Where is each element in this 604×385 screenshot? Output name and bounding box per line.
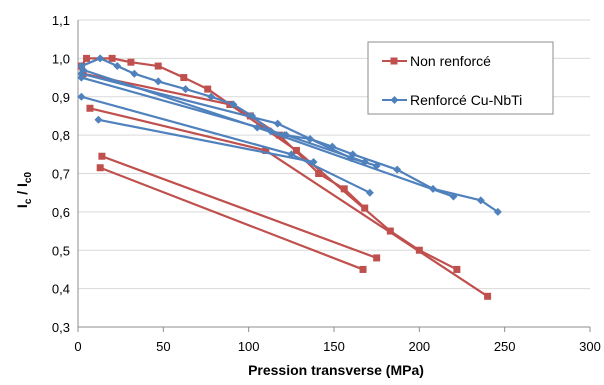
non-renforce-point: [108, 54, 116, 62]
legend: Non renforcé Renforcé Cu-NbTi: [367, 41, 554, 115]
renforce-point: [207, 92, 216, 101]
non-renforce-point: [373, 254, 381, 262]
non-renforce-line: [99, 166, 364, 271]
renforce-point: [229, 100, 238, 109]
series-non-renforce: [77, 54, 492, 300]
non-renforce-point: [98, 152, 106, 160]
y-tick-label: 0,4: [52, 282, 70, 297]
non-renforce-point: [154, 62, 162, 70]
non-renforce-point: [315, 170, 323, 177]
x-axis-title: Pression transverse (MPa): [248, 362, 424, 378]
renforce-point: [77, 73, 86, 82]
non-renforce-point: [204, 85, 212, 93]
renforce-point: [476, 196, 485, 205]
y-axis-title: Ic / Ic0: [14, 171, 34, 208]
y-tick-label: 1,1: [52, 13, 70, 28]
x-tick-label: 300: [579, 339, 601, 354]
non-renforce-point: [484, 292, 492, 300]
x-tick-label: 150: [323, 339, 345, 354]
renforce-point: [253, 123, 262, 132]
legend-box: [367, 41, 554, 115]
legend-label-non-renforce: Non renforcé: [410, 53, 491, 69]
renforce-point: [96, 54, 105, 63]
y-tick-label: 1,0: [52, 51, 70, 66]
non-renforce-point: [86, 104, 94, 112]
renforce-point: [77, 92, 86, 101]
legend-label-renforce: Renforcé Cu-NbTi: [410, 92, 522, 108]
renforce-point: [273, 119, 282, 128]
non-renforce-point: [453, 265, 461, 273]
y-tick-label: 0,5: [52, 243, 70, 258]
x-tick-label: 100: [238, 339, 260, 354]
y-axis-title-sub2: c0: [23, 171, 34, 183]
non-renforce-point: [96, 164, 104, 172]
renforce-point: [393, 165, 402, 174]
renforce-point: [79, 65, 88, 74]
renforce-point: [365, 188, 374, 197]
non-renforce-line: [82, 72, 458, 271]
non-renforce-line: [80, 57, 366, 209]
y-tick-label: 0,7: [52, 167, 70, 182]
legend-marker-renforce: [390, 96, 399, 104]
y-tick-label: 0,3: [52, 320, 70, 335]
x-tick-label: 0: [74, 339, 81, 354]
series-renforce-cu-nbti: [77, 54, 502, 216]
x-tick-labels: 0 50 100 150 200 250 300: [74, 339, 600, 354]
renforce-point: [449, 192, 458, 201]
legend-marker-non-renforce: [390, 57, 398, 65]
x-tick-label: 200: [408, 339, 430, 354]
non-renforce-point: [262, 146, 270, 154]
x-tick-label: 250: [494, 339, 516, 354]
non-renforce-point: [180, 74, 188, 82]
axes: [77, 20, 591, 332]
renforce-point: [181, 85, 190, 94]
renforce-point: [113, 62, 122, 71]
renforce-point: [309, 157, 318, 166]
y-tick-label: 0,9: [52, 90, 70, 105]
renforce-line: [80, 57, 499, 213]
renforce-point: [493, 207, 502, 216]
renforce-point: [94, 115, 103, 124]
non-renforce-point: [83, 54, 91, 62]
non-renforce-point: [340, 185, 348, 193]
y-tick-label: 0,8: [52, 128, 70, 143]
y-axis-title-sep: / I: [14, 183, 30, 199]
y-tick-labels: 0,3 0,4 0,5 0,6 0,7 0,8 0,9 1,0 1,1: [52, 13, 70, 335]
non-renforce-point: [127, 58, 135, 66]
y-axis-title-sub1: c: [23, 198, 34, 204]
renforce-line: [98, 118, 314, 164]
renforce-point: [154, 77, 163, 86]
non-renforce-line: [101, 155, 378, 259]
y-axis-title-main: I: [14, 204, 30, 208]
non-renforce-point: [292, 146, 300, 154]
y-tick-label: 0,6: [52, 205, 70, 220]
x-tick-label: 50: [156, 339, 170, 354]
non-renforce-point: [359, 265, 367, 273]
renforce-point: [130, 69, 139, 78]
